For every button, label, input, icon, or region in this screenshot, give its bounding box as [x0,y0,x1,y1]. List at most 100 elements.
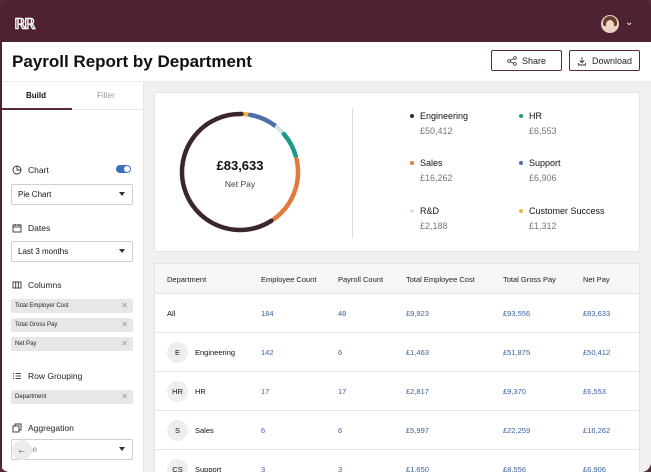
cell-net[interactable]: £6,553 [583,387,606,396]
legend-value: £50,412 [420,126,453,136]
cell-gross[interactable]: £93,556 [503,309,531,318]
dept-avatar: CS [167,459,188,472]
cell-emp[interactable]: 17 [261,387,270,396]
columns-section-label: Columns [12,280,62,290]
cell-payroll[interactable]: 6 [338,348,343,357]
columns-icon [12,281,22,289]
close-icon[interactable]: ✕ [121,320,128,329]
back-button[interactable]: ← [12,440,32,460]
legend-item: R&D £2,188 [410,206,448,231]
legend-name: Sales [420,158,443,168]
avatar[interactable] [601,15,619,33]
column-header[interactable]: Department [167,275,207,284]
chip-label: Total Gross Pay [15,322,58,328]
cell-cost[interactable]: £2,817 [406,387,429,396]
dates-select[interactable]: Last 3 months [11,241,133,262]
legend-value: £6,553 [529,126,557,136]
download-icon [578,56,586,65]
close-icon[interactable]: ✕ [121,392,128,401]
cell-gross[interactable]: £51,875 [503,348,531,357]
dept-avatar: E [167,342,188,363]
column-header[interactable]: Total Employee Cost [406,275,475,284]
dept-avatar: S [167,420,188,441]
cell-emp[interactable]: 142 [261,348,274,357]
donut-slice-r-d[interactable] [274,125,285,135]
column-chip[interactable]: Net Pay ✕ [11,337,133,351]
dates-value: Last 3 months [18,247,69,256]
column-header[interactable]: Total Gross Pay [503,275,556,284]
close-icon[interactable]: ✕ [121,301,128,310]
active-tab-indicator [2,108,72,110]
legend-name: Support [529,158,561,168]
chart-section-label: Chart [12,165,49,175]
table-row[interactable]: S Sales 6 6 £5,997 £22,259 £16,262 [155,411,639,450]
cell-net[interactable]: £83,633 [583,309,611,318]
donut-slice-support[interactable] [247,112,277,128]
donut-total: £83,633 [216,158,264,173]
chevron-down-icon [119,447,125,451]
tab-filter[interactable]: Filter [97,91,115,100]
cell-net[interactable]: £16,262 [583,426,611,435]
donut-subtitle: Net Pay [224,179,256,189]
cell-emp[interactable]: 6 [261,426,266,435]
column-header[interactable]: Employee Count [261,275,317,284]
row-grouping-chip[interactable]: Department ✕ [11,390,133,404]
table-row[interactable]: CS Support 3 3 £1,650 £8,556 £6,906 [155,450,639,472]
calendar-icon [12,224,22,233]
chart-toggle[interactable] [116,165,131,173]
cell-payroll[interactable]: 6 [338,426,343,435]
column-header[interactable]: Payroll Count [338,275,384,284]
donut-slice-engineering[interactable] [179,111,274,233]
cell-cost[interactable]: £5,997 [406,426,429,435]
cell-cost[interactable]: £1,463 [406,348,429,357]
column-header[interactable]: Net Pay [583,275,610,284]
donut-slice-sales[interactable] [271,156,301,222]
share-button[interactable]: Share [491,50,562,71]
cell-gross[interactable]: £22,259 [503,426,531,435]
sidebar-tabs: Build Filter [2,82,144,110]
close-icon[interactable]: ✕ [121,339,128,348]
aggregation-icon [12,423,22,433]
cell-net[interactable]: £50,412 [583,348,611,357]
share-icon [507,55,517,66]
table-row[interactable]: All 184 48 £9,923 £93,556 £83,633 [155,294,639,333]
arrow-left-icon: ← [17,444,27,456]
cell-payroll[interactable]: 48 [338,309,347,318]
table-row[interactable]: HR HR 17 17 £2,817 £9,370 £6,553 [155,372,639,411]
table-row[interactable]: E Engineering 142 6 £1,463 £51,875 £50,412 [155,333,639,372]
cell-cost[interactable]: £1,650 [406,465,429,472]
dates-section-label: Dates [12,223,50,233]
download-button[interactable]: Download [569,50,640,71]
sidebar: Build Filter Chart Pie Chart Dates Last … [2,82,144,472]
column-chip[interactable]: Total Employer Cost ✕ [11,299,133,313]
legend-name: Engineering [420,111,469,121]
legend-value: £1,312 [529,221,557,231]
legend-dot [410,114,414,118]
tab-build[interactable]: Build [26,91,46,100]
cell-gross[interactable]: £9,370 [503,387,526,396]
row-grouping-label: Row Grouping [28,371,83,381]
page-header: Payroll Report by Department Share Downl… [2,42,651,82]
cell-payroll[interactable]: 17 [338,387,347,396]
cell-gross[interactable]: £8,556 [503,465,526,472]
cell-net[interactable]: £6,906 [583,465,606,472]
app-logo[interactable]: ℝℝ [14,16,36,33]
chevron-down-icon[interactable]: ⌄ [625,17,634,28]
chart-type-select[interactable]: Pie Chart [11,184,133,205]
legend-item: Engineering £50,412 [410,111,468,136]
chip-label: Total Employer Cost [15,303,69,309]
dept-avatar: HR [167,381,188,402]
aggregation-label: Aggregation [28,423,74,433]
legend-value: £6,906 [529,173,557,183]
cell-emp[interactable]: 3 [261,465,266,472]
list-icon [13,373,21,379]
column-chip[interactable]: Total Gross Pay ✕ [11,318,133,332]
donut-slice-hr[interactable] [281,131,299,159]
cell-cost[interactable]: £9,923 [406,309,429,318]
cell-emp[interactable]: 184 [261,309,274,318]
chip-label: Net Pay [15,341,37,347]
payroll-table: Department Employee Count Payroll Count … [154,263,640,472]
dept-name: All [167,309,176,318]
cell-payroll[interactable]: 3 [338,465,343,472]
content: Payroll Report by Department Share Downl… [2,42,651,472]
